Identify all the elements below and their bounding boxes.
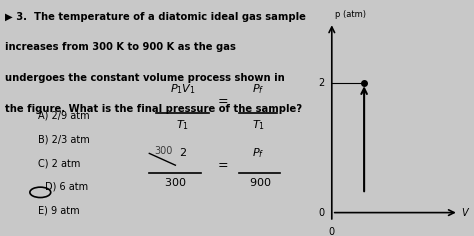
Text: 0: 0 (319, 208, 325, 218)
Text: $P_1 V_1$: $P_1 V_1$ (170, 83, 195, 96)
Text: =: = (218, 95, 228, 108)
Text: E) 9 atm: E) 9 atm (38, 205, 80, 215)
Text: 2: 2 (319, 78, 325, 88)
Text: $T_1$: $T_1$ (252, 118, 265, 132)
Text: $T_1$: $T_1$ (176, 118, 189, 132)
Text: D) 6 atm: D) 6 atm (45, 182, 88, 192)
Text: p (atm): p (atm) (335, 10, 366, 19)
Text: $300$: $300$ (164, 176, 187, 188)
Text: increases from 300 K to 900 K as the gas: increases from 300 K to 900 K as the gas (5, 42, 236, 52)
Text: =: = (218, 159, 228, 172)
Text: ▶ 3.  The temperature of a diatomic ideal gas sample: ▶ 3. The temperature of a diatomic ideal… (5, 12, 306, 22)
Text: $\mathit{2}$: $\mathit{2}$ (179, 146, 186, 158)
Text: V: V (461, 208, 468, 218)
Text: $P_f$: $P_f$ (252, 83, 264, 96)
Text: undergoes the constant volume process shown in: undergoes the constant volume process sh… (5, 73, 284, 83)
Text: the figure. What is the final pressure of the sample?: the figure. What is the final pressure o… (5, 104, 302, 114)
Text: C) 2 atm: C) 2 atm (38, 158, 80, 168)
Text: 0: 0 (329, 227, 335, 236)
Text: B) 2/3 atm: B) 2/3 atm (38, 135, 90, 144)
Text: A) 2/9 atm: A) 2/9 atm (38, 111, 90, 121)
Text: $P_f$: $P_f$ (252, 146, 264, 160)
Text: 300: 300 (155, 146, 173, 156)
Text: $900$: $900$ (248, 176, 271, 188)
